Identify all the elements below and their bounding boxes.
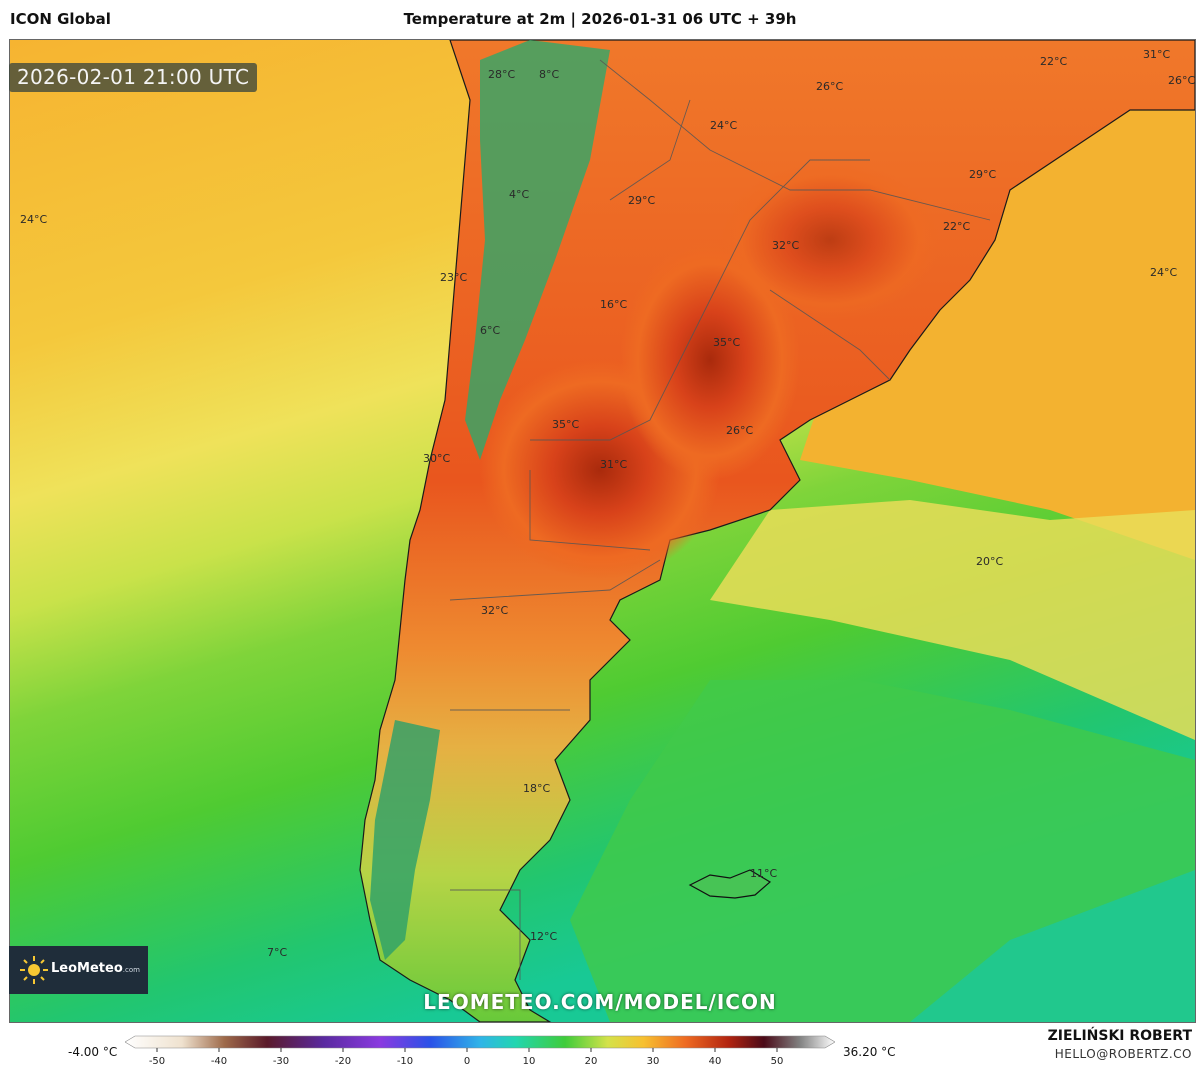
- temperature-label: 4°C: [509, 188, 529, 201]
- temperature-label: 24°C: [710, 119, 737, 132]
- temperature-label: 22°C: [1040, 55, 1067, 68]
- color-scale-tick-label: -40: [211, 1056, 227, 1067]
- temperature-label: 18°C: [523, 782, 550, 795]
- temperature-label: 30°C: [423, 452, 450, 465]
- color-scale-tick-label: -30: [273, 1056, 289, 1067]
- model-url[interactable]: LEOMETEO.COM/MODEL/ICON: [423, 990, 777, 1014]
- temperature-label: 23°C: [440, 271, 467, 284]
- atlantic-mild-band: [710, 500, 1195, 740]
- author-name: ZIELIŃSKI ROBERT: [1047, 1028, 1192, 1044]
- temperature-label: 11°C: [750, 867, 777, 880]
- temperature-label: 26°C: [1168, 74, 1195, 87]
- scale-min-label: -4.00 °C: [68, 1045, 118, 1059]
- temperature-label: 6°C: [480, 324, 500, 337]
- country-borders: [449, 59, 991, 980]
- color-scale-gradient: [125, 1035, 835, 1049]
- temperature-label: 28°C: [488, 68, 515, 81]
- temperature-label: 16°C: [600, 298, 627, 311]
- south-america-land: [359, 40, 1195, 1022]
- temperature-label: 35°C: [552, 418, 579, 431]
- temperature-label: 29°C: [628, 194, 655, 207]
- color-scale-tick-label: 0: [464, 1056, 470, 1067]
- temperature-label: 22°C: [943, 220, 970, 233]
- color-scale-tick-label: -10: [397, 1056, 413, 1067]
- atlantic-cold-band: [910, 870, 1195, 1022]
- color-scale-tick-label: 50: [771, 1056, 784, 1067]
- temperature-label: 26°C: [726, 424, 753, 437]
- temperature-map[interactable]: 28°C 8°C 31°C 22°C 26°C 26°C 24°C 4°C 29°C 29°C 24…: [9, 39, 1196, 1023]
- color-scale-ticks: -50 -40 -30 -20 -10 0 10 20 30 40 50: [149, 1048, 784, 1067]
- color-scale-tick-label: 30: [647, 1056, 660, 1067]
- temperature-labels: 28°C 8°C 31°C 22°C 26°C 26°C 24°C 4°C 29°C 29°C 24…: [20, 48, 1195, 959]
- falkland-islands: [688, 869, 772, 899]
- leometeo-logo[interactable]: LeoMeteo.com: [9, 946, 148, 994]
- temperature-label: 24°C: [20, 213, 47, 226]
- scale-max-label: 36.20 °C: [843, 1045, 896, 1059]
- color-scale-tick-label: 10: [523, 1056, 536, 1067]
- map-canvas: 28°C 8°C 31°C 22°C 26°C 26°C 24°C 4°C 29°C 29°C 24…: [10, 40, 1195, 1022]
- map-title: Temperature at 2m | 2026-01-31 06 UTC + …: [403, 10, 797, 28]
- author-email[interactable]: HELLO@ROBERTZ.CO: [1054, 1047, 1192, 1061]
- color-scale-tick-label: -50: [149, 1056, 165, 1067]
- model-name: ICON Global: [10, 10, 111, 28]
- temperature-label: 7°C: [267, 946, 287, 959]
- logo-text: LeoMeteo.com: [51, 961, 140, 976]
- color-scale-tick-label: 20: [585, 1056, 598, 1067]
- temperature-label: 24°C: [1150, 266, 1177, 279]
- atlantic-warm-band: [800, 40, 1195, 560]
- heat-core-north: [720, 160, 940, 320]
- temperature-label: 20°C: [976, 555, 1003, 568]
- patagonia-cold-strip: [370, 720, 440, 960]
- temperature-label: 29°C: [969, 168, 996, 181]
- sun-icon: [20, 956, 48, 984]
- temperature-label: 31°C: [1143, 48, 1170, 61]
- color-scale-tick-label: -20: [335, 1056, 351, 1067]
- temperature-label: 12°C: [530, 930, 557, 943]
- color-scale-bar: -50 -40 -30 -20 -10 0 10 20 30 40 50: [125, 1035, 835, 1067]
- temperature-label: 31°C: [600, 458, 627, 471]
- color-scale-tick-label: 40: [709, 1056, 722, 1067]
- temperature-label: 32°C: [772, 239, 799, 252]
- valid-time-badge: 2026-02-01 21:00 UTC: [9, 63, 258, 92]
- temperature-label: 35°C: [713, 336, 740, 349]
- andes-cold-strip: [465, 40, 610, 460]
- temperature-label: 8°C: [539, 68, 559, 81]
- heat-core-east: [620, 240, 800, 480]
- temperature-label: 32°C: [481, 604, 508, 617]
- temperature-label: 26°C: [816, 80, 843, 93]
